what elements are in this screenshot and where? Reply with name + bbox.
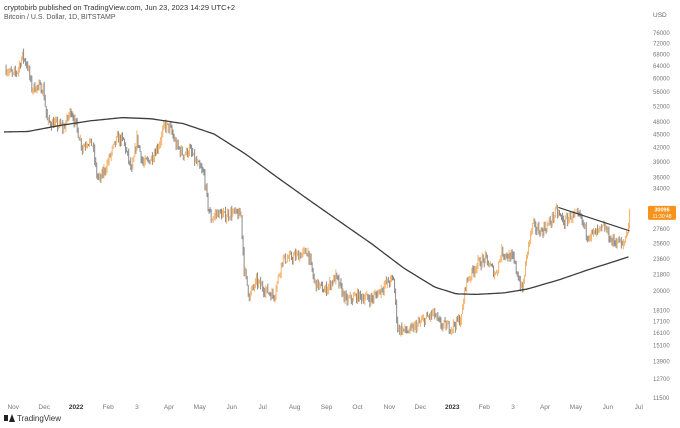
axes: USD 11500 12700 13900 15100 16100 17100 18100 20…: [7, 12, 670, 411]
y-tick-label: 42000: [653, 146, 670, 152]
moving-average-line: [3, 117, 629, 296]
y-tick-label: 48000: [653, 120, 670, 126]
chart-title: Bitcoin / U.S. Dollar, 1D, BITSTAMP: [4, 14, 116, 21]
x-tick-label: May: [194, 404, 207, 411]
y-tick-label: 11500: [653, 396, 670, 402]
x-tick-label: Nov: [7, 404, 19, 411]
x-tick-label: Feb: [102, 404, 114, 411]
axis-currency-label: USD: [653, 12, 667, 19]
chart-header: cryptobirb published on TradingView.com,…: [4, 3, 235, 21]
y-tick-label: 17100: [653, 319, 670, 325]
last-price-countdown: 11:30:48: [652, 214, 671, 220]
y-tick-label: 15100: [653, 344, 670, 350]
x-tick-label: Sep: [321, 404, 333, 411]
y-tick-label: 60000: [653, 77, 670, 83]
publish-info: cryptobirb published on TradingView.com,…: [4, 3, 236, 12]
y-tick-label: 68000: [653, 52, 670, 58]
y-tick-label: 39000: [653, 160, 670, 166]
x-tick-label: Jun: [603, 404, 614, 411]
y-tick-label: 20000: [653, 289, 670, 295]
y-tick-label: 25600: [653, 241, 670, 247]
x-tick-label: Feb: [479, 404, 491, 411]
y-tick-label: 23600: [653, 257, 670, 263]
y-tick-label: 45000: [653, 132, 670, 138]
y-tick-label: 34000: [653, 187, 670, 193]
y-tick-label: 52000: [653, 104, 670, 110]
x-tick-label: Jul: [635, 404, 644, 411]
y-tick-label: 76000: [653, 31, 670, 37]
last-price-badge-bg: [648, 205, 676, 220]
tradingview-footer: TradingView: [4, 413, 61, 423]
x-tick-label: 3: [511, 404, 515, 411]
x-tick-label: Apr: [164, 404, 175, 411]
y-tick-label: 72000: [653, 41, 670, 47]
x-tick-label: Oct: [352, 404, 362, 411]
y-tick-label: 13900: [653, 360, 670, 366]
x-tick-label: Aug: [289, 404, 301, 411]
y-tick-label: 21800: [653, 272, 670, 278]
x-tick-label: Dec: [415, 404, 427, 411]
y-tick-label: 36000: [653, 175, 670, 181]
y-tick-label: 18100: [653, 308, 670, 314]
x-tick-label: 2023: [445, 404, 460, 411]
y-tick-label: 64000: [653, 64, 670, 70]
x-tick-label: Apr: [540, 404, 551, 411]
x-tick-label: Jun: [227, 404, 238, 411]
descending-trendline: [558, 206, 630, 232]
x-tick-label: Dec: [38, 404, 50, 411]
x-tick-label: May: [570, 404, 583, 411]
x-tick-label: 3: [135, 404, 139, 411]
tradingview-logo-icon: [4, 413, 15, 423]
plot-area[interactable]: [3, 48, 631, 337]
y-tick-label: 16100: [653, 331, 670, 337]
x-tick-label: 2022: [69, 404, 84, 411]
y-tick-label: 56000: [653, 90, 670, 96]
y-tick-label: 27600: [653, 227, 670, 233]
brand-label: TradingView: [17, 413, 62, 423]
last-price-value: 30096: [654, 207, 669, 213]
y-tick-label: 12700: [653, 377, 670, 383]
x-tick-label: Jul: [259, 404, 268, 411]
x-tick-label: Nov: [384, 404, 396, 411]
